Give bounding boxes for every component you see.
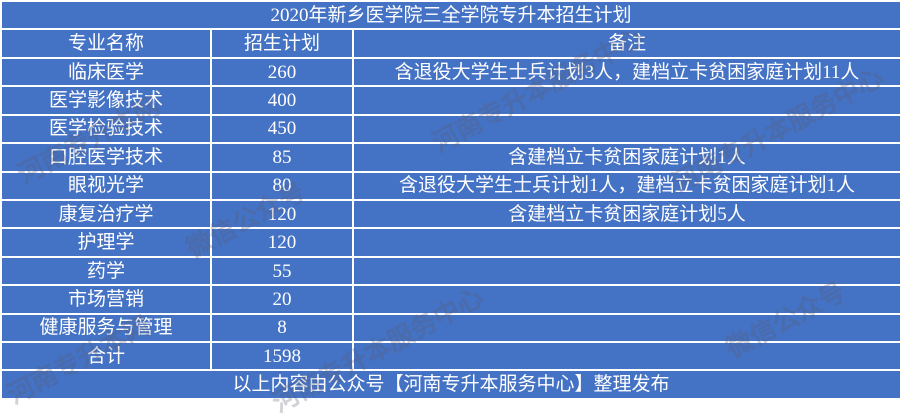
- table-row: 口腔医学技术 85 含建档立卡贫困家庭计划1人: [0, 142, 900, 173]
- header-note: 备注: [351, 28, 900, 59]
- plan-cell: 20: [210, 284, 354, 315]
- plan-cell: 400: [210, 85, 354, 116]
- table-row: 药学 55: [0, 255, 900, 287]
- plan-cell: 80: [210, 170, 354, 201]
- plan-cell: 450: [210, 113, 354, 145]
- header-major: 专业名称: [0, 28, 212, 59]
- table-row: 康复治疗学 120 含建档立卡贫困家庭计划5人: [0, 198, 900, 230]
- major-cell: 医学检验技术: [0, 113, 212, 145]
- table-row: 健康服务与管理 8: [0, 312, 900, 344]
- major-cell: 合计: [0, 341, 212, 372]
- plan-cell: 8: [210, 312, 354, 344]
- title-row: 2020年新乡医学院三全学院专升本招生计划: [0, 0, 900, 31]
- major-cell: 市场营销: [0, 284, 212, 315]
- note-cell: [351, 284, 900, 315]
- major-cell: 口腔医学技术: [0, 142, 212, 173]
- major-cell: 药学: [0, 255, 212, 287]
- table-row: 医学影像技术 400: [0, 85, 900, 116]
- header-row: 专业名称 招生计划 备注: [0, 28, 900, 59]
- plan-cell: 120: [210, 198, 354, 230]
- plan-cell: 55: [210, 255, 354, 287]
- plan-cell: 1598: [210, 341, 354, 372]
- note-cell: [351, 312, 900, 344]
- table-row: 医学检验技术 450: [0, 113, 900, 145]
- major-cell: 健康服务与管理: [0, 312, 212, 344]
- table-row: 市场营销 20: [0, 284, 900, 315]
- footer-row: 以上内容由公众号【河南专升本服务中心】整理发布: [0, 369, 900, 400]
- major-cell: 护理学: [0, 227, 212, 258]
- plan-cell: 85: [210, 142, 354, 173]
- note-cell: [351, 227, 900, 258]
- note-cell: 含退役大学生士兵计划3人，建档立卡贫困家庭计划11人: [351, 56, 900, 88]
- table-row: 眼视光学 80 含退役大学生士兵计划1人，建档立卡贫困家庭计划1人: [0, 170, 900, 201]
- major-cell: 医学影像技术: [0, 85, 212, 116]
- table-title: 2020年新乡医学院三全学院专升本招生计划: [0, 0, 900, 31]
- major-cell: 康复治疗学: [0, 198, 212, 230]
- table-row: 临床医学 260 含退役大学生士兵计划3人，建档立卡贫困家庭计划11人: [0, 56, 900, 88]
- header-plan: 招生计划: [210, 28, 354, 59]
- note-cell: [351, 255, 900, 287]
- major-cell: 临床医学: [0, 56, 212, 88]
- note-cell: 含建档立卡贫困家庭计划5人: [351, 198, 900, 230]
- footer-note: 以上内容由公众号【河南专升本服务中心】整理发布: [0, 369, 900, 400]
- table-row: 合计 1598: [0, 341, 900, 372]
- note-cell: 含建档立卡贫困家庭计划1人: [351, 142, 900, 173]
- note-cell: 含退役大学生士兵计划1人，建档立卡贫困家庭计划1人: [351, 170, 900, 201]
- table-row: 护理学 120: [0, 227, 900, 258]
- plan-cell: 120: [210, 227, 354, 258]
- note-cell: [351, 341, 900, 372]
- plan-cell: 260: [210, 56, 354, 88]
- note-cell: [351, 85, 900, 116]
- enrollment-plan-table: 2020年新乡医学院三全学院专升本招生计划 专业名称 招生计划 备注 临床医学 2…: [0, 0, 900, 400]
- major-cell: 眼视光学: [0, 170, 212, 201]
- note-cell: [351, 113, 900, 145]
